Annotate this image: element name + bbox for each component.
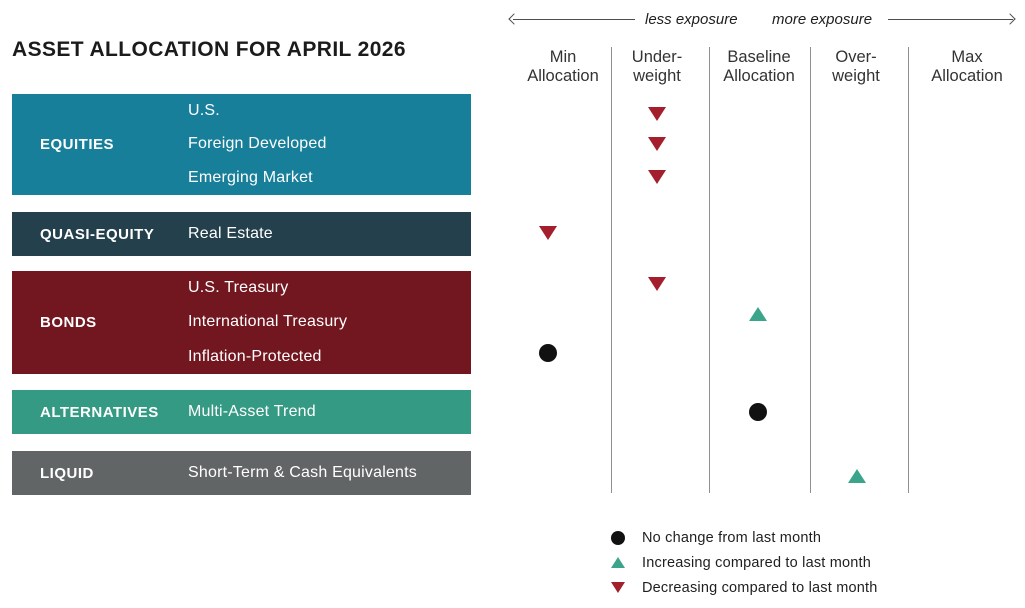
legend-label: Decreasing compared to last month: [642, 579, 878, 596]
marker-u-s-treasury-decreasing: [648, 277, 666, 291]
asset-list: Short-Term & Cash Equivalents: [188, 451, 471, 495]
page-title: ASSET ALLOCATION FOR APRIL 2026: [12, 38, 406, 61]
category-block-alternatives: ALTERNATIVES Multi-Asset Trend: [12, 390, 471, 434]
decreasing-marker-icon: [606, 582, 630, 593]
category-block-liquid: LIQUID Short-Term & Cash Equivalents: [12, 451, 471, 495]
legend-item-increasing: Increasing compared to last month: [606, 550, 878, 575]
legend-item-no-change: No change from last month: [606, 525, 878, 550]
marker-emerging-market-decreasing: [648, 170, 666, 184]
no-change-icon: [611, 530, 625, 545]
arrow-left-icon: [508, 13, 520, 25]
column-header-max-allocation: Max Allocation: [931, 48, 1003, 85]
column-divider: [709, 47, 710, 493]
less-exposure-label: less exposure: [645, 11, 738, 28]
marker-u-s-decreasing: [648, 107, 666, 121]
category-block-bonds: BONDS U.S. Treasury International Treasury…: [12, 271, 471, 374]
asset-label-u-s-treasury: U.S. Treasury: [188, 279, 289, 297]
asset-list: Real Estate: [188, 212, 471, 256]
marker-short-term-cash-equivalents-increasing: [848, 469, 866, 483]
category-label: EQUITIES: [40, 136, 115, 153]
asset-label-multi-asset-trend: Multi-Asset Trend: [188, 403, 316, 420]
marker-inflation-protected-no-change: [539, 344, 557, 362]
asset-label-inflation-protected: Inflation-Protected: [188, 347, 322, 365]
asset-label-emerging-market: Emerging Market: [188, 169, 313, 187]
marker-foreign-developed-decreasing: [648, 137, 666, 151]
category-label: BONDS: [40, 314, 97, 331]
asset-label-international-treasury: International Treasury: [188, 313, 348, 331]
marker-real-estate-decreasing: [539, 226, 557, 240]
marker-international-treasury-increasing: [749, 307, 767, 321]
column-divider: [908, 47, 909, 493]
column-header-over-weight: Over- weight: [832, 48, 880, 85]
category-block-quasi-equity: QUASI-EQUITY Real Estate: [12, 212, 471, 256]
no-change-marker-icon: [606, 530, 630, 545]
arrow-right-icon: [1004, 13, 1016, 25]
asset-label-real-estate: Real Estate: [188, 225, 273, 242]
asset-list: Multi-Asset Trend: [188, 390, 471, 434]
column-header-min-allocation: Min Allocation: [527, 48, 599, 85]
less-exposure-arrow-line: [513, 19, 635, 20]
column-header-under-weight: Under- weight: [631, 48, 683, 85]
increasing-icon: [611, 557, 625, 568]
category-label: QUASI-EQUITY: [40, 225, 155, 243]
column-divider: [810, 47, 811, 493]
asset-label-u-s: U.S.: [188, 101, 220, 119]
legend-item-decreasing: Decreasing compared to last month: [606, 575, 878, 600]
more-exposure-label: more exposure: [772, 11, 873, 28]
asset-label-short-term-cash-equivalents: Short-Term & Cash Equivalents: [188, 464, 418, 481]
legend-label: No change from last month: [642, 529, 822, 546]
asset-label-foreign-developed: Foreign Developed: [188, 135, 327, 153]
column-divider: [611, 47, 612, 493]
category-label: ALTERNATIVES: [40, 403, 159, 421]
column-header-baseline-allocation: Baseline Allocation: [723, 48, 795, 85]
asset-list: U.S. Treasury International Treasury Infla…: [188, 271, 471, 374]
legend-label: Increasing compared to last month: [642, 554, 872, 571]
legend: No change from last month Increasing comp…: [606, 525, 878, 600]
more-exposure-arrow-line: [888, 19, 1013, 20]
category-label: LIQUID: [40, 464, 94, 482]
marker-multi-asset-trend-no-change: [749, 403, 767, 421]
decreasing-icon: [611, 582, 625, 593]
increasing-marker-icon: [606, 557, 630, 568]
category-block-equities: EQUITIES U.S. Foreign Developed Emerging Ma…: [12, 94, 471, 195]
asset-list: U.S. Foreign Developed Emerging Market: [188, 94, 471, 195]
